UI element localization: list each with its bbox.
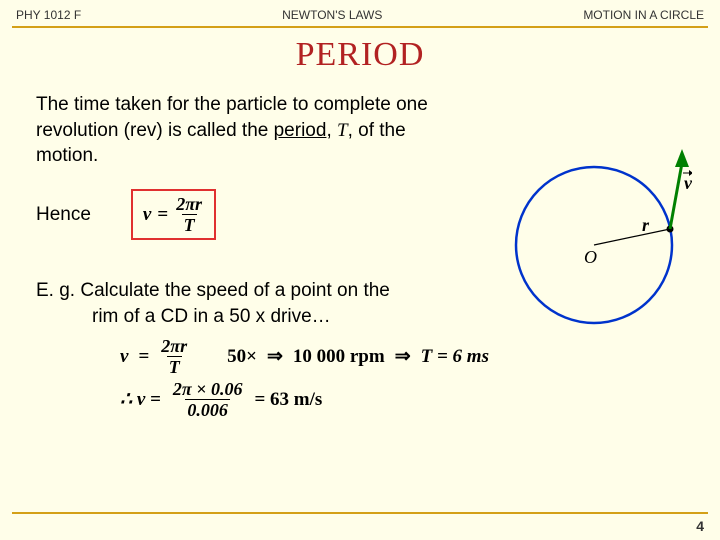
- para1-text-c: ,: [326, 120, 337, 141]
- formula-den: T: [182, 214, 197, 234]
- formula-eq: =: [157, 202, 168, 228]
- calc1-mid: 50×: [227, 346, 257, 368]
- calc1-lhs: v: [120, 346, 128, 368]
- calc2-den: 0.006: [185, 399, 230, 419]
- para1-symbol-T: T: [337, 120, 348, 141]
- arrow-icon: ⇒: [395, 345, 411, 368]
- velocity-arrow-shaft: [670, 163, 682, 229]
- definition-paragraph: The time taken for the particle to compl…: [0, 92, 500, 169]
- arrow-icon: ⇒: [267, 345, 283, 368]
- calc1-frac: 2πr T: [159, 337, 189, 376]
- slide-title: PERIOD: [0, 36, 720, 74]
- velocity-label-v: v: [684, 173, 692, 193]
- header-right: MOTION IN A CIRCLE: [583, 8, 704, 22]
- slide-header: PHY 1012 F NEWTON'S LAWS MOTION IN A CIR…: [0, 0, 720, 26]
- header-divider: [12, 26, 708, 28]
- hence-label: Hence: [36, 202, 91, 228]
- velocity-arrow-head: [675, 149, 689, 167]
- calc1-den: T: [167, 356, 182, 376]
- calc2-num: 2π × 0.06: [171, 380, 245, 399]
- calc1-T: T = 6 ms: [421, 346, 489, 368]
- calc2-pref: ∴ v =: [120, 388, 161, 411]
- center-label-O: O: [584, 247, 597, 267]
- formula-lhs: v: [143, 202, 151, 228]
- page-number: 4: [696, 518, 704, 534]
- calc1-num: 2πr: [159, 337, 189, 356]
- calculation-block: v = 2πr T 50× ⇒ 10 000 rpm ⇒ T = 6 ms ∴ …: [0, 337, 720, 419]
- formula-num: 2πr: [174, 195, 204, 214]
- radius-label-r: r: [642, 215, 650, 235]
- calc-line-1: v = 2πr T 50× ⇒ 10 000 rpm ⇒ T = 6 ms: [120, 337, 720, 376]
- calc1-rpm: 10 000 rpm: [293, 346, 385, 368]
- radius-line: [594, 229, 670, 245]
- calc-line-2: ∴ v = 2π × 0.06 0.006 = 63 m/s: [120, 380, 720, 419]
- circle-diagram: O r v: [502, 135, 692, 335]
- header-left: PHY 1012 F: [16, 8, 81, 22]
- calc2-frac: 2π × 0.06 0.006: [171, 380, 245, 419]
- formula-fraction: 2πr T: [174, 195, 204, 234]
- para1-period-word: period: [274, 120, 327, 141]
- speed-formula-box: v = 2πr T: [131, 189, 216, 240]
- footer-divider: [12, 512, 708, 514]
- header-center: NEWTON'S LAWS: [282, 8, 382, 22]
- calc2-res: = 63 m/s: [254, 389, 322, 411]
